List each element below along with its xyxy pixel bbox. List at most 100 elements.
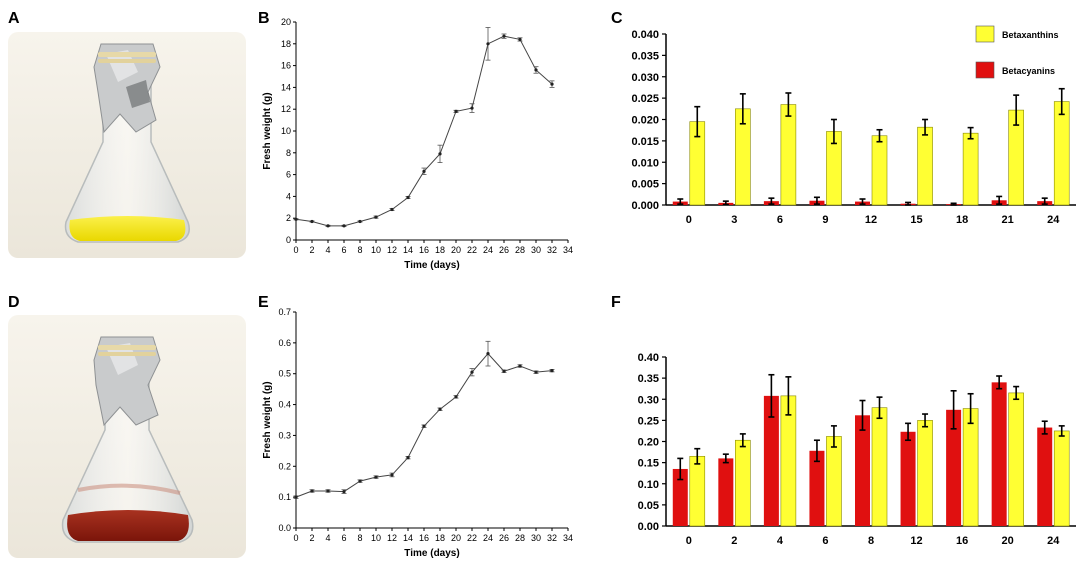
data-point — [534, 68, 538, 72]
panel-label-d: D — [8, 294, 20, 311]
panel-label-a: A — [8, 10, 20, 27]
x-tick-label: 14 — [403, 533, 413, 543]
x-tick-label: 30 — [531, 533, 541, 543]
bar-betacyanins — [855, 415, 870, 526]
rubber-band — [98, 352, 156, 356]
y-tick-label: 0.020 — [631, 115, 659, 127]
x-tick-label: 22 — [467, 533, 477, 543]
y-tick-label: 0.2 — [278, 461, 291, 471]
chart-f-pigment-bars-red: 0.000.050.100.150.200.250.300.350.400 2 4 6… — [638, 352, 1076, 547]
chart-c-pigment-bars-yellow: 0.000 0.005 0.010 0.015 0.020 0.025 0.030 0.035… — [631, 25, 1076, 226]
y-tick-label: 0.7 — [278, 307, 291, 317]
x-tick-label: 32 — [547, 533, 557, 543]
bar-betacyanins — [1037, 427, 1053, 526]
x-tick-label: 6 — [341, 245, 346, 255]
x-tick-label: 24 — [1047, 214, 1060, 226]
x-tick-label: 3 — [731, 214, 737, 226]
y-tick-label: 4 — [286, 191, 291, 201]
data-point — [502, 369, 506, 373]
x-tick-label: 8 — [868, 535, 874, 547]
foil-shadow — [126, 80, 150, 108]
bar-betaxanthins — [871, 407, 888, 527]
data-point — [454, 395, 458, 399]
data-point — [486, 352, 490, 356]
y-tick-label: 8 — [286, 148, 291, 158]
foil-highlight — [106, 50, 138, 82]
foil-cap — [93, 336, 161, 427]
x-tick-label: 8 — [357, 245, 362, 255]
x-tick-label: 18 — [435, 533, 445, 543]
y-axis-label: Fresh weight (g) — [262, 92, 273, 169]
x-tick-label: 34 — [563, 245, 573, 255]
foil-highlight — [106, 343, 138, 375]
data-point — [390, 207, 394, 212]
residue-ring — [77, 483, 181, 495]
x-tick-label: 16 — [956, 535, 968, 547]
y-tick-label: 0.5 — [278, 369, 291, 379]
x-tick-label: 2 — [309, 533, 314, 543]
x-tick-label: 9 — [822, 214, 828, 226]
x-tick-label: 21 — [1002, 214, 1014, 226]
data-point — [374, 475, 378, 479]
x-tick-label: 2 — [309, 245, 314, 255]
x-tick-label: 22 — [467, 245, 477, 255]
y-tick-label: 0.35 — [638, 373, 659, 385]
y-tick-label: 0.0 — [278, 523, 291, 533]
legend-swatch — [975, 61, 995, 79]
y-tick-label: 0.1 — [278, 492, 291, 502]
data-point — [390, 473, 394, 477]
y-tick-label: 0.040 — [631, 29, 659, 41]
data-point — [422, 169, 426, 173]
y-tick-label: 0.00 — [638, 521, 659, 533]
bar-betaxanthins — [1053, 430, 1070, 527]
x-tick-label: 6 — [341, 533, 346, 543]
y-tick-label: 0.005 — [631, 179, 659, 191]
x-axis-label: Time (days) — [404, 548, 459, 559]
x-tick-label: 26 — [499, 533, 509, 543]
data-point — [294, 495, 298, 499]
flask-glass — [61, 349, 194, 543]
data-point — [454, 109, 458, 113]
x-tick-label: 6 — [777, 214, 783, 226]
x-tick-label: 20 — [451, 245, 461, 255]
y-tick-label: 0.025 — [631, 93, 659, 105]
flask-illustration-red — [8, 315, 246, 558]
x-tick-label: 4 — [325, 533, 330, 543]
x-tick-label: 12 — [910, 535, 922, 547]
flask-photo-red — [8, 315, 246, 558]
x-tick-label: 24 — [483, 245, 493, 255]
x-tick-label: 30 — [531, 245, 541, 255]
x-tick-label: 32 — [547, 245, 557, 255]
flask-illustration-yellow — [8, 32, 246, 258]
y-tick-label: 0.15 — [638, 458, 659, 470]
data-point — [438, 152, 442, 156]
panel-label-f: F — [611, 294, 621, 311]
y-tick-label: 12 — [281, 104, 291, 114]
data-point — [342, 489, 346, 494]
flask-liquid — [69, 216, 186, 241]
data-point — [486, 42, 490, 46]
x-tick-label: 12 — [865, 214, 877, 226]
y-tick-label: 0.000 — [631, 200, 659, 212]
bar-betaxanthins — [735, 439, 751, 527]
y-tick-label: 0.25 — [638, 415, 659, 427]
x-tick-label: 24 — [1047, 535, 1060, 547]
data-point — [550, 82, 554, 86]
y-tick-label: 0.035 — [631, 50, 659, 62]
x-tick-label: 4 — [325, 245, 330, 255]
flask-glass — [64, 61, 190, 243]
data-point — [294, 217, 298, 221]
x-tick-label: 15 — [910, 214, 922, 226]
panel-label-c: C — [611, 10, 623, 27]
x-tick-label: 6 — [822, 535, 828, 547]
x-tick-label: 10 — [371, 533, 381, 543]
x-tick-label: 20 — [451, 533, 461, 543]
y-tick-label: 0.6 — [278, 338, 291, 348]
bar-betacyanins — [900, 431, 916, 526]
x-tick-label: 2 — [731, 535, 737, 547]
panel-label-b: B — [258, 10, 270, 27]
y-tick-label: 0.40 — [638, 352, 659, 364]
data-point — [470, 370, 474, 374]
data-point — [550, 369, 554, 373]
